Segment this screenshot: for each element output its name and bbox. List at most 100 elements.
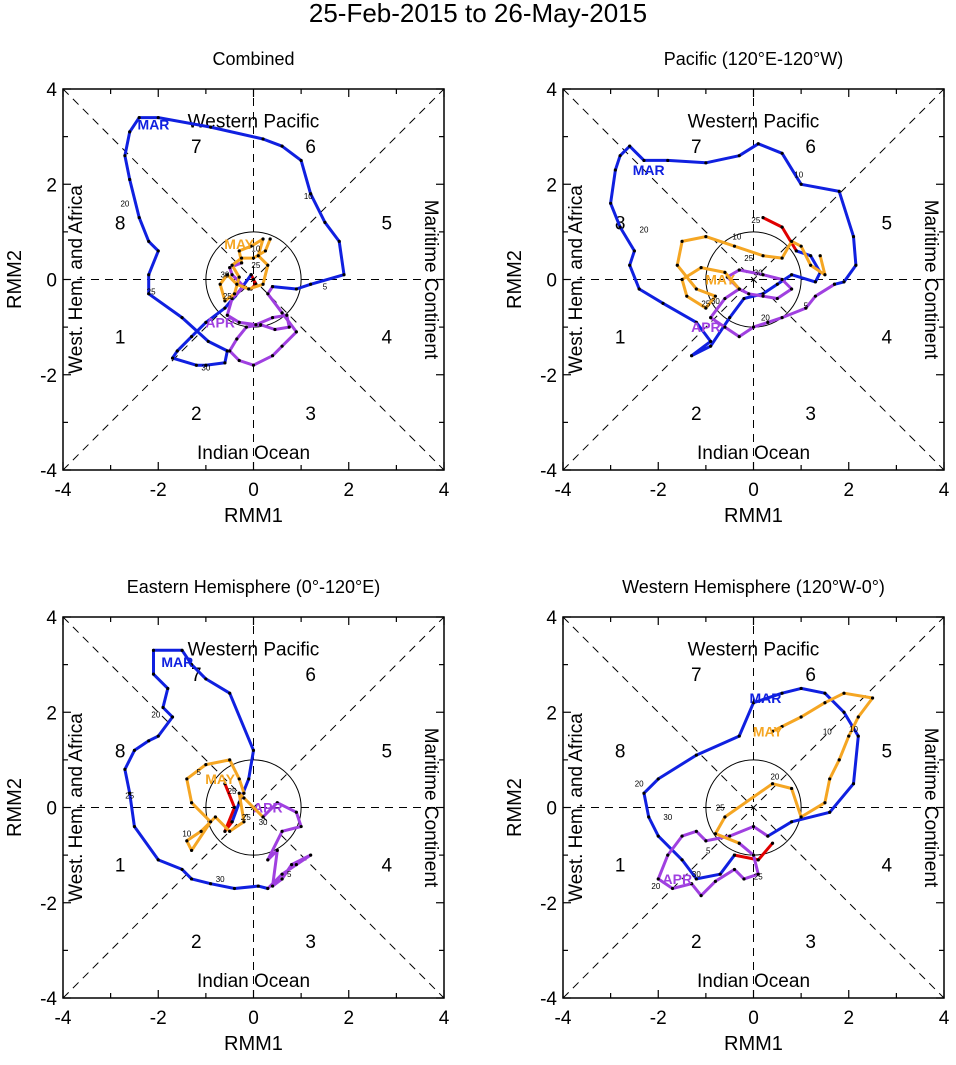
day-annotation: 25 — [744, 254, 753, 263]
day-point — [856, 734, 860, 738]
day-point — [256, 884, 260, 888]
day-point — [642, 158, 646, 163]
day-point — [232, 292, 237, 296]
day-point — [647, 815, 651, 819]
day-point — [294, 863, 298, 867]
day-point — [737, 734, 741, 738]
day-point — [223, 782, 227, 786]
day-point — [656, 877, 660, 881]
day-point — [823, 701, 827, 705]
x-axis-label: RMM1 — [724, 505, 783, 527]
day-point — [790, 820, 794, 824]
day-point — [170, 715, 175, 719]
trajectory-apr — [261, 801, 313, 890]
day-point — [275, 848, 279, 852]
day-annotation: 20 — [770, 773, 779, 782]
day-point — [251, 363, 256, 367]
day-point — [342, 273, 346, 277]
phase-number-1: 1 — [615, 856, 626, 877]
day-point — [151, 672, 156, 676]
phase-number-2: 2 — [691, 404, 702, 425]
trajectory-may — [185, 758, 265, 852]
day-point — [294, 287, 298, 291]
day-annotation: 5 — [197, 768, 202, 777]
day-annotation: 10 — [182, 830, 191, 839]
day-point — [223, 306, 227, 310]
phase-number-8: 8 — [115, 213, 126, 234]
day-point — [780, 691, 784, 695]
panel-3: Eastern Hemisphere (0°-120°E) Western Pac… — [4, 577, 450, 1055]
y-tick-label: -4 — [40, 461, 57, 482]
phase-number-5: 5 — [382, 213, 393, 234]
day-point — [685, 294, 689, 298]
day-point — [799, 244, 803, 248]
day-point — [854, 263, 858, 267]
day-point — [790, 287, 794, 291]
day-point — [870, 696, 875, 700]
day-point — [732, 867, 737, 872]
phase-number-6: 6 — [805, 665, 816, 686]
day-point — [290, 863, 294, 867]
day-annotation: 10 — [251, 245, 260, 254]
day-annotation: 30 — [692, 870, 701, 879]
day-annotation: 10 — [304, 192, 313, 201]
region-label-west-hem-africa: West. Hem. and Africa — [566, 713, 587, 902]
x-tick-label: 4 — [939, 480, 950, 501]
day-point — [709, 344, 713, 348]
month-label-mar: MAR — [749, 690, 781, 706]
day-point — [128, 130, 132, 134]
day-annotation: 30 — [220, 271, 229, 280]
day-point — [237, 249, 241, 253]
x-axis-label: RMM1 — [224, 1033, 283, 1055]
y-axis-label: RMM2 — [504, 778, 526, 837]
page-title: 25-Feb-2015 to 26-May-2015 — [309, 0, 647, 28]
phase-number-6: 6 — [305, 665, 316, 686]
day-point — [266, 292, 270, 296]
day-annotation: 25 — [228, 787, 237, 796]
day-point — [228, 349, 232, 353]
panel-title: Pacific (120°E-120°W) — [664, 49, 843, 69]
day-point — [737, 154, 741, 158]
day-annotation: 25 — [751, 216, 760, 225]
y-tick-label: 0 — [546, 799, 557, 820]
day-point — [842, 691, 846, 695]
y-axis-label: RMM2 — [504, 250, 526, 309]
phase-number-5: 5 — [882, 741, 893, 762]
day-point — [280, 872, 284, 876]
phase-number-5: 5 — [882, 213, 893, 234]
month-label-may: MAY — [205, 771, 235, 787]
day-point — [228, 829, 232, 833]
day-point — [189, 801, 194, 805]
day-point — [751, 853, 756, 857]
day-point — [694, 877, 698, 881]
day-point — [694, 287, 698, 291]
day-point — [189, 848, 194, 852]
day-point — [263, 249, 268, 253]
day-point — [680, 239, 684, 243]
day-point — [666, 158, 670, 163]
day-point — [280, 144, 284, 148]
day-point — [704, 235, 708, 239]
day-point — [156, 249, 160, 253]
day-point — [780, 225, 784, 229]
day-point — [713, 879, 718, 883]
phase-number-5: 5 — [382, 741, 393, 762]
day-point — [239, 256, 244, 260]
day-point — [770, 841, 775, 845]
day-point — [280, 877, 284, 881]
day-point — [842, 280, 846, 284]
day-annotation: 25 — [242, 813, 251, 822]
phase-number-6: 6 — [805, 137, 816, 158]
day-point — [656, 834, 660, 838]
day-point — [851, 235, 856, 239]
y-tick-label: 2 — [546, 175, 557, 196]
day-point — [299, 824, 303, 829]
day-annotation: 10 — [732, 233, 741, 242]
month-label-apr: APR — [205, 314, 235, 330]
day-point — [218, 282, 222, 286]
phase-number-3: 3 — [305, 932, 316, 953]
region-label-west-hem-africa: West. Hem. and Africa — [66, 185, 87, 374]
y-tick-label: 4 — [546, 608, 557, 629]
unit-circle — [205, 759, 302, 856]
